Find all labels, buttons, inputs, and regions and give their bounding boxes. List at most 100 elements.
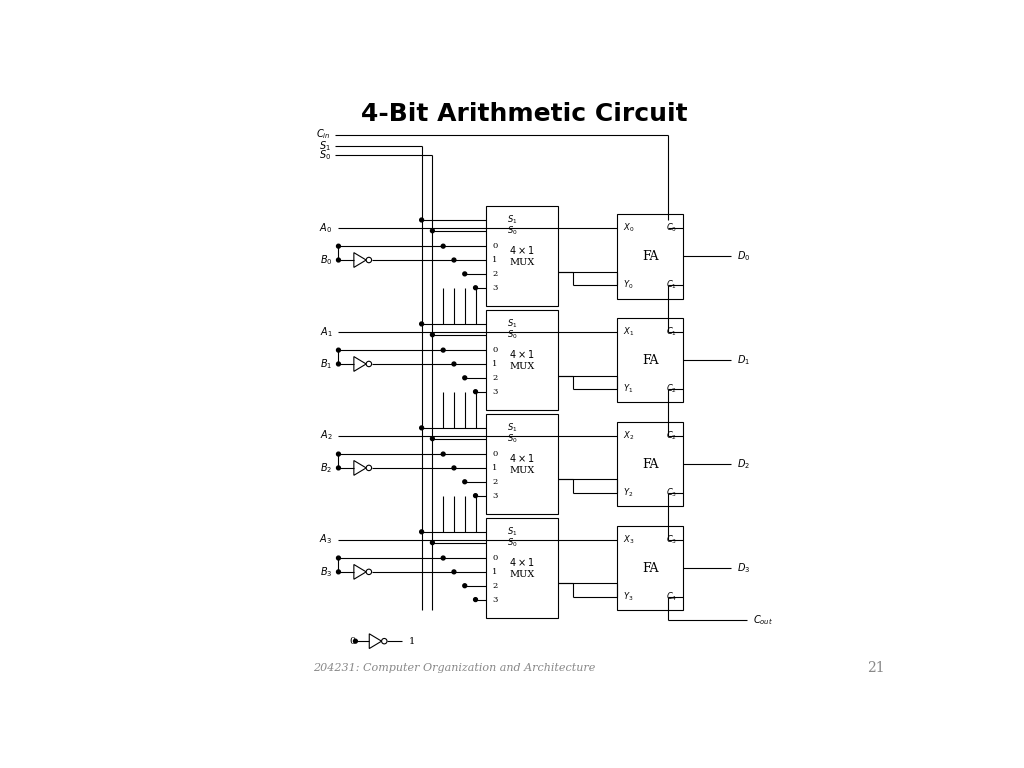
Text: $D_{1}$: $D_{1}$ bbox=[737, 353, 751, 367]
Text: $C_{in}$: $C_{in}$ bbox=[316, 127, 331, 141]
Text: 2: 2 bbox=[493, 374, 498, 382]
Polygon shape bbox=[354, 356, 367, 372]
Polygon shape bbox=[370, 634, 382, 648]
Text: $S_0$: $S_0$ bbox=[507, 329, 518, 341]
Text: MUX: MUX bbox=[509, 570, 535, 578]
Text: 2: 2 bbox=[493, 581, 498, 590]
Bar bbox=[617, 214, 683, 299]
Text: MUX: MUX bbox=[509, 465, 535, 475]
Text: $B_{3}$: $B_{3}$ bbox=[319, 565, 333, 579]
Text: $Y_{1}$: $Y_{1}$ bbox=[624, 382, 634, 395]
Circle shape bbox=[430, 541, 434, 545]
Text: $Y_{2}$: $Y_{2}$ bbox=[624, 486, 634, 498]
Circle shape bbox=[452, 362, 456, 366]
Text: 2: 2 bbox=[493, 270, 498, 278]
Text: 0: 0 bbox=[349, 637, 355, 646]
Circle shape bbox=[430, 229, 434, 233]
Text: 1: 1 bbox=[493, 568, 498, 576]
Bar bbox=[485, 518, 558, 618]
Text: $A_{0}$: $A_{0}$ bbox=[319, 220, 333, 234]
Circle shape bbox=[367, 569, 372, 574]
Text: MUX: MUX bbox=[509, 258, 535, 266]
Text: $B_{0}$: $B_{0}$ bbox=[319, 253, 333, 267]
Bar bbox=[485, 414, 558, 514]
Text: $D_{3}$: $D_{3}$ bbox=[737, 561, 751, 575]
Circle shape bbox=[367, 465, 372, 471]
Text: $D_{2}$: $D_{2}$ bbox=[737, 457, 751, 471]
Text: $4 \times 1$: $4 \times 1$ bbox=[509, 452, 535, 464]
Bar bbox=[485, 310, 558, 410]
Circle shape bbox=[337, 452, 340, 456]
Circle shape bbox=[337, 258, 340, 262]
Text: 0: 0 bbox=[493, 242, 498, 250]
Text: $C_{0}$: $C_{0}$ bbox=[666, 221, 677, 234]
Circle shape bbox=[337, 244, 340, 248]
Circle shape bbox=[452, 570, 456, 574]
Circle shape bbox=[452, 258, 456, 262]
Text: 1: 1 bbox=[493, 256, 498, 264]
Text: $C_{1}$: $C_{1}$ bbox=[667, 326, 677, 338]
Polygon shape bbox=[354, 564, 367, 579]
Circle shape bbox=[473, 598, 477, 601]
Text: $S_1$: $S_1$ bbox=[507, 422, 517, 434]
Text: $S_1$: $S_1$ bbox=[507, 318, 517, 330]
Circle shape bbox=[382, 638, 387, 644]
Text: $D_{0}$: $D_{0}$ bbox=[737, 250, 751, 263]
Circle shape bbox=[441, 556, 445, 560]
Text: $C_{out}$: $C_{out}$ bbox=[753, 613, 773, 627]
Text: $S_0$: $S_0$ bbox=[507, 224, 518, 237]
Text: $Y_{3}$: $Y_{3}$ bbox=[624, 591, 634, 603]
Text: $C_{3}$: $C_{3}$ bbox=[666, 533, 677, 546]
Circle shape bbox=[337, 348, 340, 352]
Bar bbox=[617, 525, 683, 611]
Text: 0: 0 bbox=[493, 450, 498, 458]
Circle shape bbox=[337, 466, 340, 470]
Circle shape bbox=[430, 437, 434, 441]
Text: $Y_{0}$: $Y_{0}$ bbox=[624, 279, 634, 291]
Text: $A_{3}$: $A_{3}$ bbox=[319, 533, 333, 546]
Circle shape bbox=[452, 466, 456, 470]
Text: $S_0$: $S_0$ bbox=[507, 536, 518, 549]
Text: $C_{2}$: $C_{2}$ bbox=[667, 382, 677, 395]
Text: $4 \times 1$: $4 \times 1$ bbox=[509, 348, 535, 360]
Text: 1: 1 bbox=[493, 464, 498, 472]
Text: $S_1$: $S_1$ bbox=[318, 139, 331, 153]
Circle shape bbox=[353, 639, 357, 643]
Text: MUX: MUX bbox=[509, 362, 535, 371]
Text: $B_{1}$: $B_{1}$ bbox=[321, 357, 333, 371]
Bar bbox=[485, 206, 558, 306]
Circle shape bbox=[430, 333, 434, 336]
Circle shape bbox=[420, 218, 424, 222]
Bar bbox=[617, 422, 683, 506]
Circle shape bbox=[420, 530, 424, 534]
Circle shape bbox=[463, 584, 467, 588]
Circle shape bbox=[441, 348, 445, 352]
Circle shape bbox=[337, 362, 340, 366]
Text: 1: 1 bbox=[409, 637, 415, 646]
Text: $A_{2}$: $A_{2}$ bbox=[319, 429, 333, 442]
Polygon shape bbox=[354, 461, 367, 475]
Text: 3: 3 bbox=[493, 596, 498, 604]
Text: 3: 3 bbox=[493, 388, 498, 396]
Circle shape bbox=[441, 244, 445, 248]
Text: $X_{1}$: $X_{1}$ bbox=[624, 326, 635, 338]
Text: 3: 3 bbox=[493, 492, 498, 500]
Text: $S_0$: $S_0$ bbox=[318, 148, 331, 162]
Text: 21: 21 bbox=[867, 661, 885, 675]
Circle shape bbox=[463, 376, 467, 379]
Circle shape bbox=[463, 272, 467, 276]
Text: $S_0$: $S_0$ bbox=[507, 432, 518, 445]
Text: FA: FA bbox=[642, 458, 658, 471]
Text: 0: 0 bbox=[493, 346, 498, 354]
Text: $X_{3}$: $X_{3}$ bbox=[624, 533, 635, 546]
Text: $C_{1}$: $C_{1}$ bbox=[667, 279, 677, 291]
Text: 3: 3 bbox=[493, 283, 498, 292]
Bar bbox=[617, 318, 683, 402]
Circle shape bbox=[367, 361, 372, 366]
Text: 204231: Computer Organization and Architecture: 204231: Computer Organization and Archit… bbox=[312, 663, 595, 673]
Text: 0: 0 bbox=[493, 554, 498, 562]
Text: $S_1$: $S_1$ bbox=[507, 525, 517, 538]
Circle shape bbox=[337, 556, 340, 560]
Text: $S_1$: $S_1$ bbox=[507, 214, 517, 227]
Text: $4 \times 1$: $4 \times 1$ bbox=[509, 244, 535, 256]
